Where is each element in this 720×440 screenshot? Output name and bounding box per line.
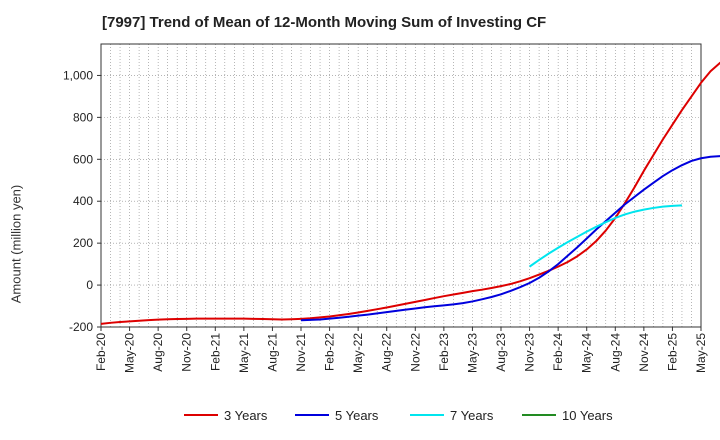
y-tick-label: 1,000	[63, 68, 93, 82]
x-tick-label: Nov-21	[294, 333, 308, 372]
x-tick-label: May-22	[351, 333, 365, 373]
y-tick-label: 200	[73, 236, 93, 250]
x-tick-label: May-25	[694, 333, 708, 373]
y-tick-label: 400	[73, 194, 93, 208]
x-tick-label: Aug-24	[608, 333, 622, 372]
x-tick-label: May-24	[580, 333, 594, 373]
legend-label: 3 Years	[224, 408, 268, 423]
x-tick-label: Nov-24	[637, 333, 651, 372]
x-tick-label: Feb-21	[208, 333, 222, 371]
x-tick-label: May-21	[237, 333, 251, 373]
series-line-7-years	[528, 204, 682, 268]
y-tick-label: 0	[86, 278, 93, 292]
x-tick-label: Feb-25	[665, 333, 679, 371]
legend-label: 7 Years	[450, 408, 494, 423]
legend-label: 10 Years	[562, 408, 613, 423]
x-tick-label: Feb-20	[94, 333, 108, 371]
x-tick-label: Aug-20	[151, 333, 165, 372]
plot-area	[101, 44, 701, 327]
x-tick-label: Nov-20	[180, 333, 194, 372]
x-tick-label: Aug-22	[380, 333, 394, 372]
series-line-5-years	[300, 155, 720, 322]
x-tick-label: Aug-23	[494, 333, 508, 372]
chart-title: [7997] Trend of Mean of 12-Month Moving …	[102, 14, 547, 31]
x-tick-label: Feb-23	[437, 333, 451, 371]
x-tick-label: Feb-22	[323, 333, 337, 371]
x-tick-label: May-20	[123, 333, 137, 373]
legend-label: 5 Years	[335, 408, 379, 423]
x-tick-label: Nov-22	[408, 333, 422, 372]
y-tick-label: 600	[73, 152, 93, 166]
x-tick-label: Nov-23	[523, 333, 537, 372]
x-tick-label: Feb-24	[551, 333, 565, 371]
x-tick-label: Aug-21	[265, 333, 279, 372]
y-tick-label: -200	[69, 320, 93, 334]
series-line-3-years	[100, 61, 720, 325]
y-tick-label: 800	[73, 110, 93, 124]
plot-frame	[100, 43, 702, 328]
x-tick-label: May-23	[465, 333, 479, 373]
